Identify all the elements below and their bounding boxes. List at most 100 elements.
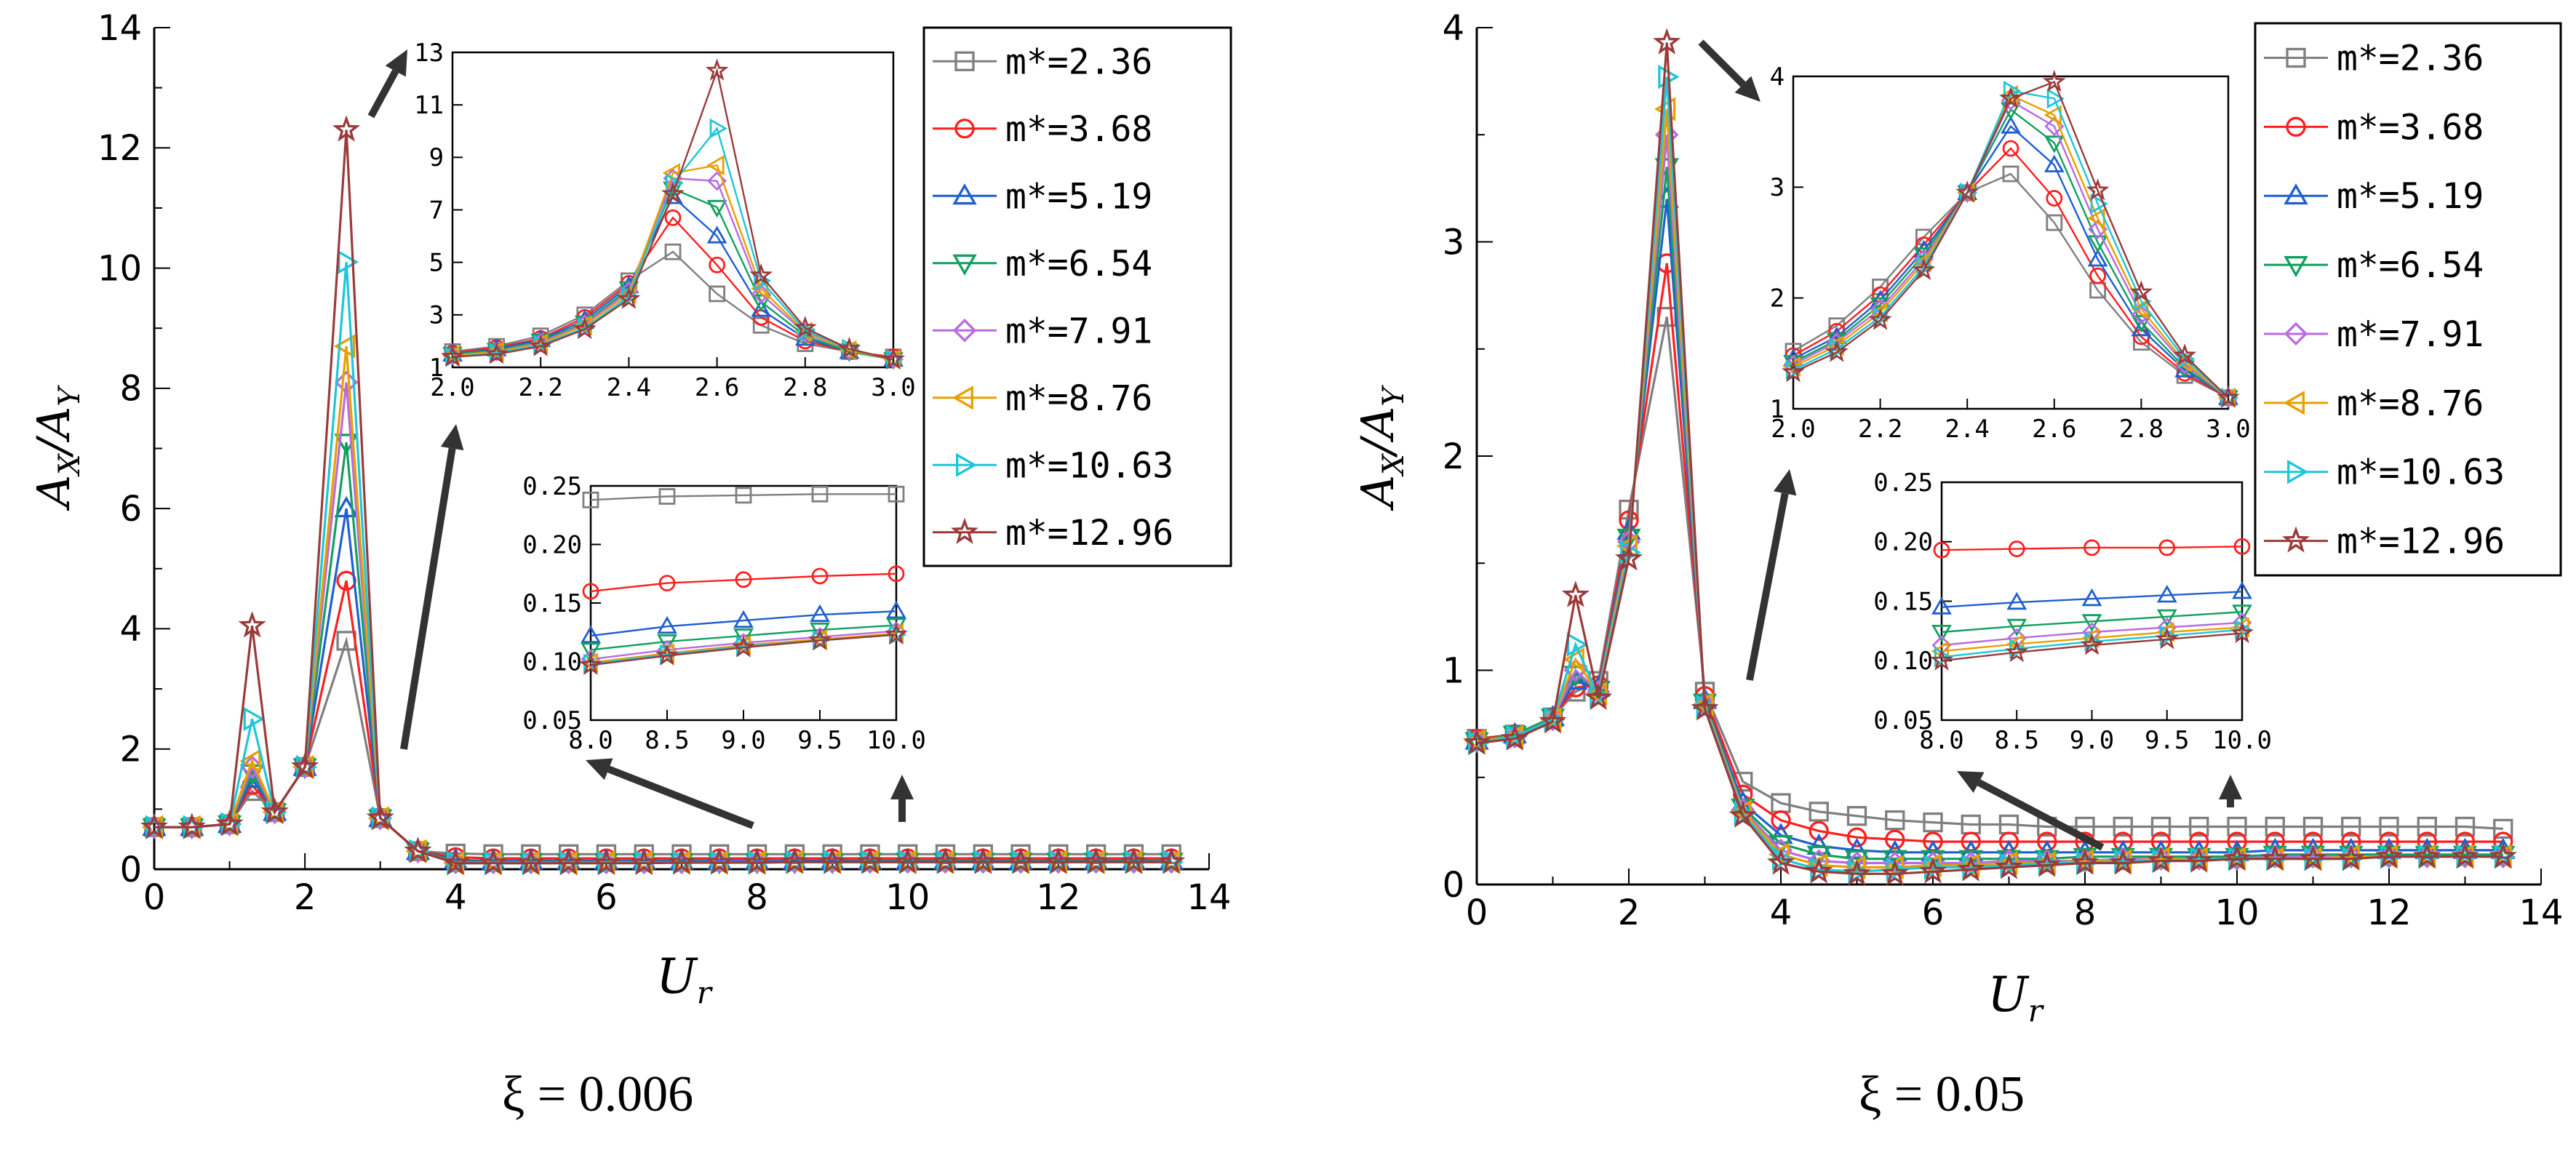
left-inset-peak-point (661, 182, 685, 204)
left-main: 0 2 4 6 8 10 12 14 0 2 4 6 8 10 12 14 (97, 8, 1231, 918)
left-ylabel-sub: Y (53, 385, 87, 407)
right-inset-peak-point (2086, 178, 2110, 201)
right-inset-tail-point (2006, 591, 2027, 610)
right-main-point (1766, 848, 1795, 875)
left-inset-peak-point (664, 243, 682, 260)
right-inset-tail-point (2081, 614, 2102, 632)
right-inset-tail-line (1941, 546, 2243, 551)
right-inset-tail-line (1941, 628, 2243, 658)
right-main-point (1809, 820, 1829, 842)
right-main-point (2261, 844, 2289, 871)
right-inset-peak-ytick-label: 2 (1770, 284, 1785, 314)
arrow-right-peak-head (1734, 76, 1760, 102)
left-inset-tail-xtick-label: 8.0 (568, 726, 613, 755)
right-inset-peak-point (2046, 88, 2065, 109)
left-inset-tail-line (590, 493, 896, 501)
left-main-point (215, 809, 244, 836)
right-legend-entry-label: m*=6.54 (2337, 245, 2484, 286)
arrow-right-peak-shaft (1698, 39, 1746, 87)
left-inset-tail-xtick-label: 9.5 (797, 726, 842, 755)
right-inset-tail-point (2008, 540, 2025, 557)
left-legend-entry-marker (954, 51, 975, 71)
right-legend-entry: m*=8.76 (2264, 383, 2484, 424)
right-inset-tail-xtick-label: 10.0 (2212, 726, 2272, 755)
right-inset-tail-ytick-label: 0.10 (1873, 647, 1933, 676)
right-inset-peak-ytick-label: 1 (1770, 395, 1785, 424)
left-inset-tail-xtick-label: 10.0 (866, 726, 926, 755)
left-inset-tail: 8.0 8.5 9.0 9.5 10.0 0.05 0.10 0.15 0.20 0.25 (522, 472, 926, 755)
left-inset-peak-ytick-label: 1 (429, 354, 444, 383)
left-main-point (667, 847, 696, 875)
left-inset-tail-ytick-label: 0.10 (522, 647, 582, 676)
right-main-ytick-label: 2 (1443, 436, 1465, 477)
right-legend-entry-marker (2287, 460, 2309, 484)
right-main-ytick-label: 4 (1443, 8, 1465, 49)
left-inset-tail-ytick-label: 0.15 (522, 589, 582, 618)
left-legend-entry: m*=12.96 (933, 513, 1173, 554)
right-main-point (1957, 855, 1985, 882)
right-inset-tail-ytick-label: 0.15 (1873, 587, 1933, 616)
arrow-left-tail-shaft (607, 765, 754, 829)
right-inset-peak-point (2002, 165, 2019, 183)
left-inset-tail-point (808, 628, 832, 651)
left-main-series-m*=12.96 (140, 115, 1186, 876)
left-legend-entry-marker (952, 254, 977, 276)
left-main-xtick-label: 12 (1036, 877, 1080, 918)
left-inset-peak-point (749, 263, 773, 286)
left-legend-entry: m*=8.76 (933, 378, 1152, 419)
left-inset-peak-ytick-label: 9 (429, 143, 444, 172)
left-xlabel-text: Ur (656, 949, 714, 1010)
right-main-xtick-label: 8 (2074, 893, 2097, 933)
left-inset-tail-point (657, 634, 677, 652)
right-inset-tail-point (1931, 596, 1952, 615)
left-main-point (239, 748, 261, 773)
right-legend-entry-marker (2286, 116, 2306, 137)
left-main-point (243, 706, 265, 732)
left-main-point (1120, 847, 1148, 874)
right-legend-entry-label: m*=3.68 (2337, 107, 2484, 148)
right-main-ytick-label: 3 (1443, 222, 1465, 263)
left-inset-tail-line (590, 632, 897, 664)
left-main-point (333, 334, 356, 359)
left-inset-tail-series-m*=12.96 (579, 622, 908, 675)
left-legend-entry-label: m*=12.96 (1005, 513, 1173, 554)
left-inset-peak-line (452, 216, 894, 358)
right-main-point (1995, 852, 2023, 879)
right-inset-tail-ytick-label: 0.05 (1873, 706, 1933, 735)
arrow-left-tail-head (586, 758, 613, 780)
right-inset-tail-xtick-label: 9.5 (2145, 726, 2189, 755)
arrow-right-inset-head (1773, 469, 1797, 496)
arrow-left-tail (586, 758, 754, 829)
right-inset-tail-frame (1940, 481, 2244, 722)
left-inset-peak-ytick-label: 13 (414, 39, 444, 68)
left-inset-peak-point (573, 316, 597, 340)
left-main-ytick-label: 4 (120, 609, 143, 650)
right-inset-tail-line (1941, 611, 2243, 634)
left-legend: m*=2.36 m*=3.68 m*=5.19 m*=6.54 m*=7.91 m*=8.… (922, 26, 1232, 567)
right-main-point (2222, 844, 2252, 871)
right-inset-peak-point (2173, 343, 2197, 366)
right-inset-tail-point (2080, 633, 2104, 655)
right-main-line (1476, 316, 2503, 830)
right-main-point (1584, 683, 1613, 711)
left-main-point (931, 847, 960, 874)
left-inset-peak-ytick-label: 7 (429, 196, 444, 225)
left-legend-entry: m*=2.36 (933, 41, 1152, 82)
right-main-point (1768, 842, 1790, 867)
right-main-point (1918, 857, 1947, 884)
right-main-point (2113, 816, 2133, 837)
right-inset-tail-xtick-label: 9.0 (2070, 726, 2114, 755)
right-inset-peak-xtick-label: 2.6 (2032, 415, 2076, 444)
right-xlabel-sub: r (2028, 993, 2045, 1029)
left-main-point (366, 803, 394, 830)
left-main-xtick-label: 2 (294, 877, 316, 918)
left-inset-peak-point (837, 336, 861, 359)
right-main-point (1771, 810, 1791, 831)
left-legend-entry-label: m*=8.76 (1005, 378, 1152, 419)
left-main-line (154, 129, 1172, 865)
right-legend: m*=2.36 m*=3.68 m*=5.19 m*=6.54 m*=7.91 m*=8.… (2254, 22, 2562, 577)
left-inset-peak-point (441, 344, 464, 367)
right-main-point (2147, 846, 2175, 873)
right-inset-peak-xtick-label: 2.8 (2119, 415, 2164, 444)
right-inset-peak-point (2177, 348, 2196, 370)
